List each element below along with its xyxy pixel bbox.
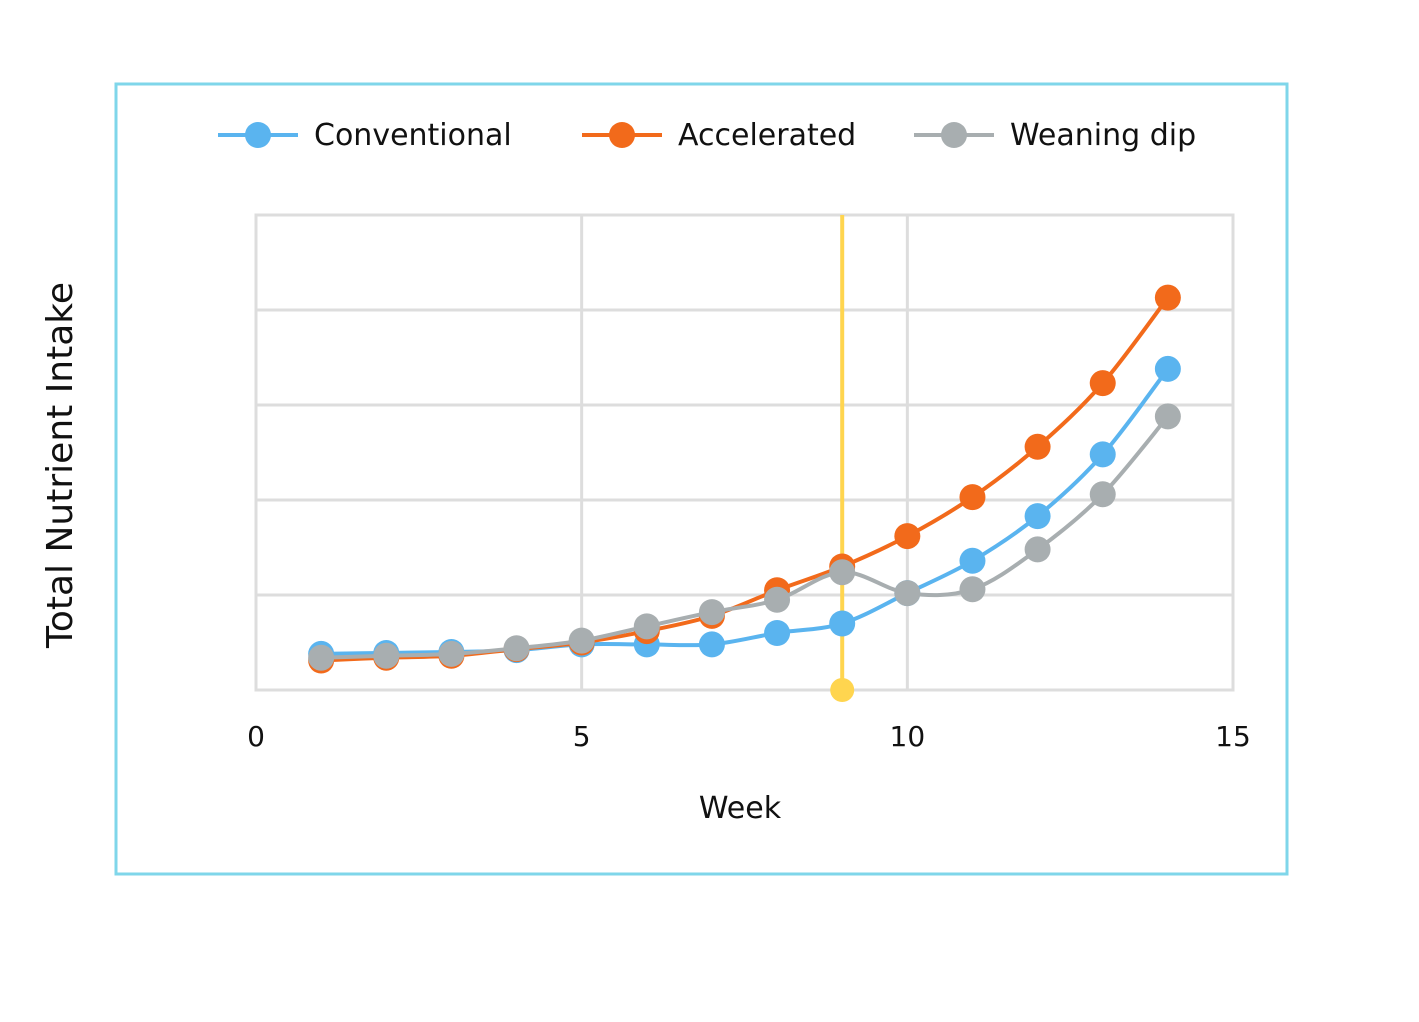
data-point-weaning-dip: [894, 580, 921, 607]
data-point-weaning-dip: [503, 635, 530, 662]
data-point-weaning-dip: [829, 559, 856, 586]
data-point-conventional: [698, 631, 725, 658]
data-point-conventional: [1024, 503, 1051, 530]
data-point-accelerated: [1154, 284, 1181, 311]
x-tick-labels: 0 5 10 15: [247, 720, 1251, 753]
data-point-weaning-dip: [438, 640, 465, 667]
legend-label-conventional: Conventional: [314, 118, 512, 153]
data-point-accelerated: [959, 484, 986, 511]
data-point-weaning-dip: [1024, 536, 1051, 563]
plot-area-border: [254, 213, 1235, 692]
series: [308, 284, 1181, 674]
data-point-weaning-dip: [959, 576, 986, 603]
legend-marker-weaning-dip: [941, 122, 967, 148]
y-axis-title: Total Nutrient Intake: [40, 282, 81, 649]
data-point-conventional: [1089, 441, 1116, 468]
legend: Conventional Accelerated Weaning dip: [218, 118, 1196, 153]
legend-marker-conventional: [245, 122, 271, 148]
data-point-accelerated: [894, 523, 921, 550]
x-tick-label: 10: [890, 720, 926, 753]
data-point-weaning-dip: [698, 599, 725, 626]
legend-item-weaning-dip: Weaning dip: [914, 118, 1196, 153]
legend-label-accelerated: Accelerated: [678, 118, 856, 153]
data-point-weaning-dip: [1089, 481, 1116, 508]
legend-item-conventional: Conventional: [218, 118, 512, 153]
data-point-weaning-dip: [373, 642, 400, 669]
data-point-accelerated: [1089, 370, 1116, 397]
chart-frame: [114, 82, 1289, 876]
data-point-conventional: [959, 547, 986, 574]
data-point-conventional: [829, 610, 856, 637]
x-tick-label: 5: [573, 720, 591, 753]
data-point-conventional: [764, 620, 791, 646]
series-weaning-dip: [308, 403, 1181, 671]
x-axis-title: Week: [699, 791, 782, 826]
data-point-weaning-dip: [1154, 403, 1181, 430]
data-point-weaning-dip: [633, 613, 660, 640]
x-tick-label: 15: [1215, 720, 1251, 753]
grid: [254, 213, 1235, 692]
data-point-conventional: [1154, 355, 1181, 382]
legend-label-weaning-dip: Weaning dip: [1010, 118, 1196, 153]
data-point-weaning-dip: [568, 627, 595, 654]
data-point-accelerated: [1024, 433, 1051, 460]
data-point-weaning-dip: [764, 586, 791, 613]
legend-item-accelerated: Accelerated: [582, 118, 856, 153]
legend-marker-accelerated: [609, 122, 635, 148]
marker-dot: [830, 678, 855, 702]
data-point-weaning-dip: [308, 644, 335, 671]
x-tick-label: 0: [247, 720, 265, 753]
